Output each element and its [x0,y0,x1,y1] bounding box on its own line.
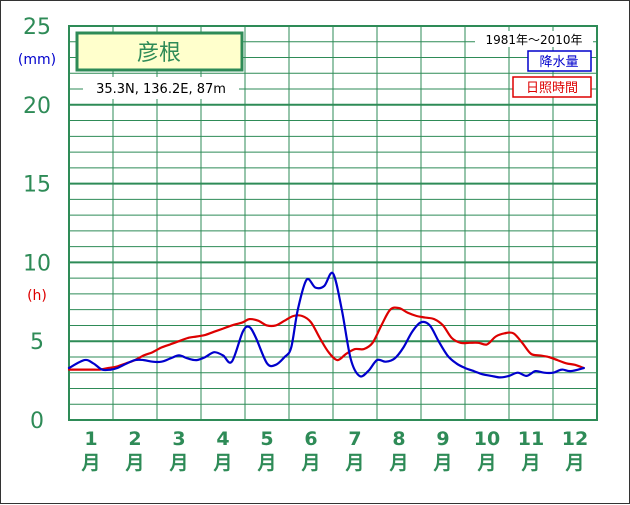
y-tick-label: 15 [23,173,51,198]
x-tick-label: 10 [474,428,500,450]
x-tick-suffix: 月 [520,452,540,474]
legend-precip-label: 降水量 [539,55,578,70]
legend-precip [527,50,592,72]
x-tick-label: 2 [128,428,141,450]
x-tick-label: 5 [260,428,273,450]
x-tick-suffix: 月 [212,452,232,474]
x-tick-label: 6 [304,428,317,450]
x-tick-label: 12 [562,428,588,450]
y-tick-label: 10 [23,251,51,276]
precipitation-line [67,271,585,379]
x-tick-suffix: 月 [432,452,452,474]
x-tick-label: 11 [518,428,544,450]
x-tick-suffix: 月 [80,452,100,474]
x-tick-suffix: 月 [168,452,188,474]
x-tick-suffix: 月 [124,452,144,474]
x-tick-label: 1 [84,428,97,450]
y-tick-label: 20 [23,94,51,119]
chart-title: 彦根 [137,41,181,66]
x-tick-label: 7 [348,428,361,450]
x-tick-label: 8 [392,428,405,450]
location-label: 35.3N, 136.2E, 87m [96,82,226,97]
period-box [475,31,593,47]
title-box [75,31,244,72]
period-label: 1981年〜2010年 [485,33,582,47]
legend-sun [512,76,592,98]
x-tick-suffix: 月 [476,452,496,474]
x-tick-suffix: 月 [300,452,320,474]
x-tick-suffix: 月 [256,452,276,474]
series-lines [67,271,585,379]
sunshine-line [67,306,585,371]
x-tick-suffix: 月 [388,452,408,474]
sun-unit-label: (h) [27,288,47,304]
y-tick-label: 5 [30,330,44,355]
x-tick-suffix: 月 [564,452,584,474]
legend-sun-label: 日照時間 [526,81,578,96]
x-tick-label: 4 [216,428,229,450]
precip-unit-label: (mm) [18,52,56,68]
location-box [83,77,239,99]
x-tick-suffix: 月 [344,452,364,474]
x-tick-label: 9 [436,428,449,450]
y-tick-label: 0 [30,409,44,434]
y-tick-labels: 0 5 10 15 20 25 [23,15,51,434]
y-tick-label: 25 [23,15,51,40]
x-tick-label: 3 [172,428,185,450]
